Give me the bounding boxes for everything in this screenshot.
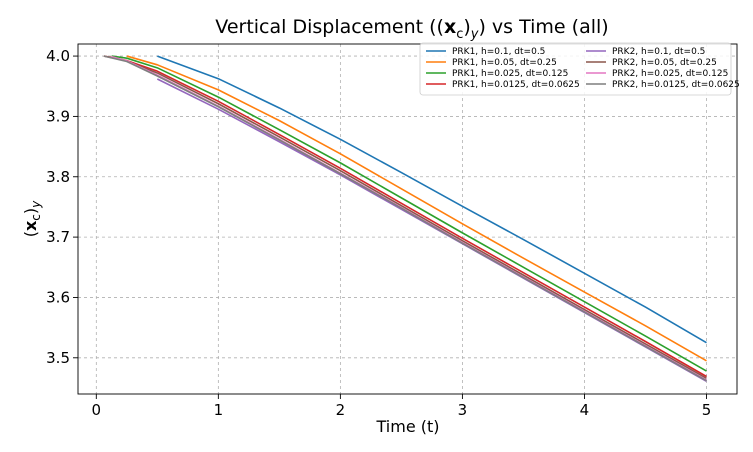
legend-label: PRK2, h=0.05, dt=0.25 [612, 58, 717, 68]
grid [78, 44, 737, 394]
series-line-5 [156, 78, 707, 383]
series-line-3 [111, 55, 707, 372]
legend-frame [419, 42, 732, 96]
x-axis-label: Time (t) [376, 417, 440, 436]
legend-label: PRK1, h=0.1, dt=0.5 [452, 47, 545, 57]
series-line-1 [157, 55, 707, 344]
series-line-8 [103, 55, 707, 382]
legend-label: PRK2, h=0.025, dt=0.125 [612, 69, 728, 79]
y-axis-ticks: 3.5 3.6 3.7 3.8 3.9 4.0 [46, 47, 78, 367]
plot-frame [77, 43, 738, 395]
legend-label: PRK1, h=0.025, dt=0.125 [452, 69, 568, 79]
x-tick-label: 4 [580, 401, 590, 419]
x-tick-label: 5 [702, 401, 712, 419]
y-tick-label: 3.5 [46, 349, 70, 367]
series-line-4 [103, 55, 707, 378]
legend-label: PRK1, h=0.05, dt=0.25 [452, 58, 557, 68]
y-tick-label: 3.6 [46, 288, 70, 306]
x-axis-ticks: 0 1 2 3 4 5 [92, 394, 712, 419]
y-axis-label: (xc)y [21, 200, 43, 237]
legend-label: PRK2, h=0.0125, dt=0.0625 [612, 80, 740, 90]
y-tick-label: 3.7 [46, 228, 70, 246]
x-tick-label: 0 [92, 401, 102, 419]
y-tick-label: 3.9 [46, 107, 70, 125]
y-tick-label: 4.0 [46, 47, 70, 65]
legend-label: PRK2, h=0.1, dt=0.5 [612, 47, 705, 57]
legend-label: PRK1, h=0.0125, dt=0.0625 [452, 80, 580, 90]
chart-title: Vertical Displacement ((xc)y) vs Time (a… [215, 16, 608, 42]
x-tick-label: 3 [458, 401, 468, 419]
series-line-6 [126, 60, 707, 380]
x-tick-label: 2 [336, 401, 346, 419]
x-tick-label: 1 [214, 401, 224, 419]
series-line-2 [126, 55, 707, 362]
y-tick-label: 3.8 [46, 168, 70, 186]
series-lines [103, 55, 707, 383]
